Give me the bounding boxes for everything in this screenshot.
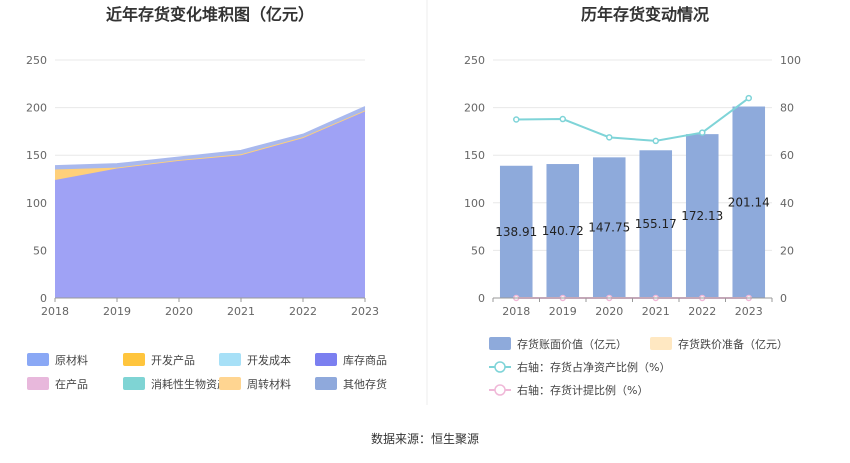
- left-x-tick-label: 2023: [351, 305, 379, 318]
- bar-inventory-value: [685, 134, 719, 298]
- left-legend-label: 其他存货: [343, 377, 387, 391]
- left-legend-swatch: [27, 353, 49, 366]
- left-legend-swatch: [219, 377, 241, 390]
- right-y-tick-label: 0: [478, 292, 485, 305]
- left-legend-swatch: [315, 377, 337, 390]
- bar-data-label: 172.13: [681, 209, 723, 223]
- left-y-tick-label: 100: [26, 197, 47, 210]
- left-chart-areas: [54, 106, 366, 299]
- left-chart-axis: 2018 2019 2020 2021 2022 2023: [41, 297, 379, 318]
- area-series-1: [55, 110, 365, 180]
- right-x-tick-label: 2023: [735, 305, 763, 318]
- right-chart-title: 历年存货变动情况: [581, 5, 709, 24]
- right-y-tick-label: 150: [464, 149, 485, 162]
- left-legend-swatch: [315, 353, 337, 366]
- right-y-tick-label: 200: [464, 102, 485, 115]
- line-point-2: [745, 94, 752, 102]
- right-x-tick-label: 2021: [642, 305, 670, 318]
- right-y2-tick-label: 0: [780, 292, 787, 305]
- bar-inventory-value: [546, 164, 580, 298]
- bar-data-label: 155.17: [635, 217, 677, 231]
- left-x-tick-label: 2022: [289, 305, 317, 318]
- left-x-tick-label: 2019: [103, 305, 131, 318]
- line-point-2: [606, 134, 613, 141]
- bar-data-label: 201.14: [728, 195, 770, 209]
- bar-inventory-value: [639, 150, 673, 298]
- left-legend-label: 库存商品: [343, 353, 387, 367]
- right-legend-label: 右轴：存货计提比例（%）: [517, 383, 648, 397]
- left-legend-label: 开发成本: [247, 353, 291, 367]
- right-x-tick-label: 2020: [595, 305, 623, 318]
- left-legend-label: 周转材料: [247, 377, 291, 391]
- right-legend-marker: [494, 384, 506, 396]
- right-x-tick-label: 2019: [549, 305, 577, 318]
- left-y-tick-label: 0: [40, 292, 47, 305]
- bar-data-label: 147.75: [588, 221, 630, 235]
- left-legend-swatch: [123, 377, 145, 390]
- right-chart-legend: 存货账面价值（亿元） 存货跌价准备（亿元） 右轴：存货占净资产比例（%） 右轴：存货计…: [489, 337, 788, 397]
- right-y-tick-label: 100: [464, 197, 485, 210]
- left-legend-swatch: [27, 377, 49, 390]
- bar-inventory-value: [499, 165, 533, 298]
- right-chart-bars: 138.91 140.72 147.75 155.17 172.13 201.14: [495, 106, 770, 299]
- left-legend-label: 原材料: [55, 353, 88, 367]
- bar-inventory-value: [732, 106, 766, 299]
- line-point-2: [699, 129, 706, 136]
- left-legend-label: 开发产品: [151, 353, 195, 367]
- data-source: 数据来源：恒生聚源: [371, 431, 479, 446]
- right-chart-grid: 0 50 100 150 200 250 0 20 40 60 80 100: [464, 54, 801, 305]
- line-point-2: [559, 115, 566, 123]
- right-legend-swatch: [489, 337, 511, 350]
- right-legend-label: 存货跌价准备（亿元）: [678, 337, 788, 351]
- left-x-tick-label: 2020: [165, 305, 193, 318]
- right-y2-tick-label: 100: [780, 54, 801, 67]
- left-y-tick-label: 200: [26, 102, 47, 115]
- area-series-edge-2: [54, 106, 366, 167]
- right-y2-tick-label: 60: [780, 149, 794, 162]
- line-series-2: [516, 97, 750, 142]
- area-series-0: [55, 111, 365, 299]
- right-legend-label: 右轴：存货占净资产比例（%）: [517, 360, 670, 374]
- left-chart-title: 近年存货变化堆积图（亿元）: [106, 5, 314, 24]
- right-legend-swatch: [650, 337, 672, 350]
- right-y-tick-label: 50: [471, 244, 485, 257]
- line-point-2: [652, 137, 659, 145]
- left-y-tick-label: 50: [33, 244, 47, 257]
- right-chart-axis: 2018 2019 2020 2021 2022 2023: [492, 297, 773, 318]
- right-y2-tick-label: 80: [780, 102, 794, 115]
- bar-inventory-value: [592, 157, 626, 298]
- right-x-tick-label: 2022: [688, 305, 716, 318]
- right-x-tick-label: 2018: [502, 305, 530, 318]
- right-y-tick-label: 250: [464, 54, 485, 67]
- right-y2-tick-label: 20: [780, 244, 794, 257]
- right-y2-tick-label: 40: [780, 197, 794, 210]
- bar-data-label: 138.91: [495, 225, 537, 239]
- line-point-2: [513, 116, 520, 123]
- left-x-tick-label: 2018: [41, 305, 69, 318]
- area-series-2: [55, 106, 365, 170]
- left-legend-label: 消耗性生物资产: [151, 377, 228, 391]
- left-legend-swatch: [219, 353, 241, 366]
- right-legend-label: 存货账面价值（亿元）: [517, 337, 627, 351]
- left-legend-label: 在产品: [55, 377, 88, 391]
- right-legend-marker: [494, 361, 506, 373]
- left-x-tick-label: 2021: [227, 305, 255, 318]
- bar-data-label: 140.72: [542, 224, 584, 238]
- left-y-tick-label: 250: [26, 54, 47, 67]
- left-y-tick-label: 150: [26, 149, 47, 162]
- left-legend-swatch: [123, 353, 145, 366]
